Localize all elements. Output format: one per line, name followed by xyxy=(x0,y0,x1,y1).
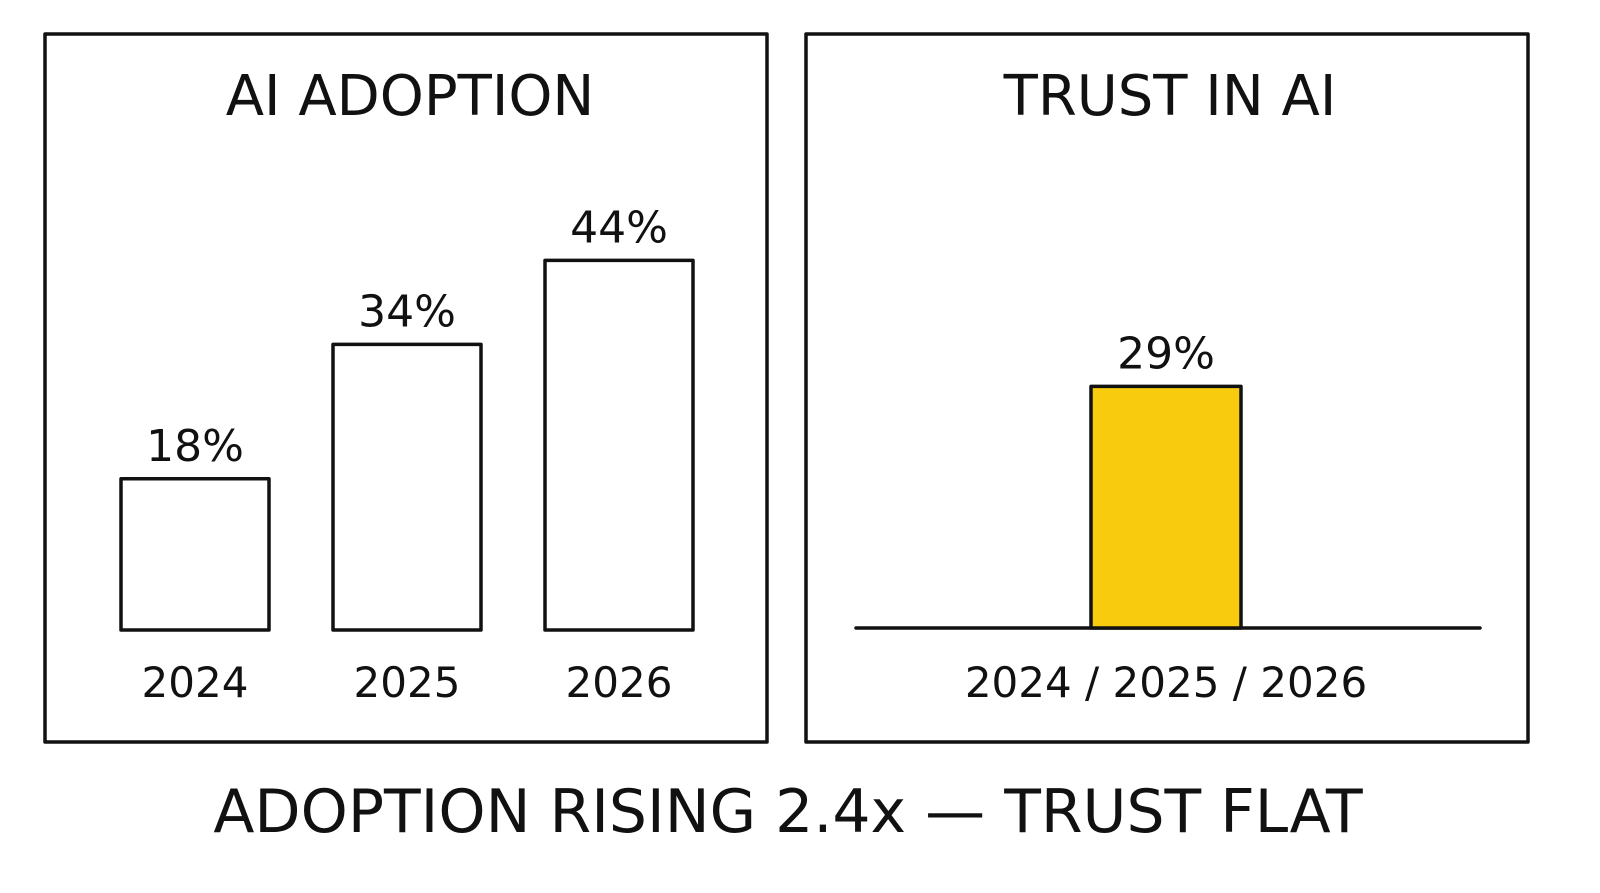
adoption-bar-2026 xyxy=(543,258,695,632)
adoption-value-label-2024: 18% xyxy=(146,421,244,472)
trust-chart-title: TRUST IN AI xyxy=(1003,64,1337,129)
adoption-value-label-2026: 44% xyxy=(570,202,668,253)
adoption-bars-group: 18% 2024 34% 2025 44% 2026 xyxy=(119,202,695,707)
trust-chart-panel: TRUST IN AI 29% 2024 / 2025 / 2026 xyxy=(804,32,1530,744)
trust-panel-frame xyxy=(804,32,1530,744)
adoption-bar-2025 xyxy=(331,342,483,632)
trust-tick-label: 2024 / 2025 / 2026 xyxy=(965,658,1367,707)
adoption-value-label-2025: 34% xyxy=(358,286,456,337)
adoption-tick-label-2025: 2025 xyxy=(354,658,461,707)
adoption-tick-label-2024: 2024 xyxy=(142,658,249,707)
trust-value-label: 29% xyxy=(1117,328,1215,379)
figure-caption: ADOPTION RISING 2.4x — TRUST FLAT xyxy=(213,777,1363,847)
adoption-panel-frame xyxy=(43,32,769,744)
adoption-chart-panel: AI ADOPTION 18% 2024 34% 2025 44% 2026 xyxy=(43,32,769,744)
trust-bar xyxy=(1089,384,1243,630)
adoption-chart-title: AI ADOPTION xyxy=(226,64,595,129)
trust-bars-group: 29% 2024 / 2025 / 2026 xyxy=(965,328,1367,707)
adoption-tick-label-2026: 2026 xyxy=(566,658,673,707)
adoption-bar-2024 xyxy=(119,477,271,632)
